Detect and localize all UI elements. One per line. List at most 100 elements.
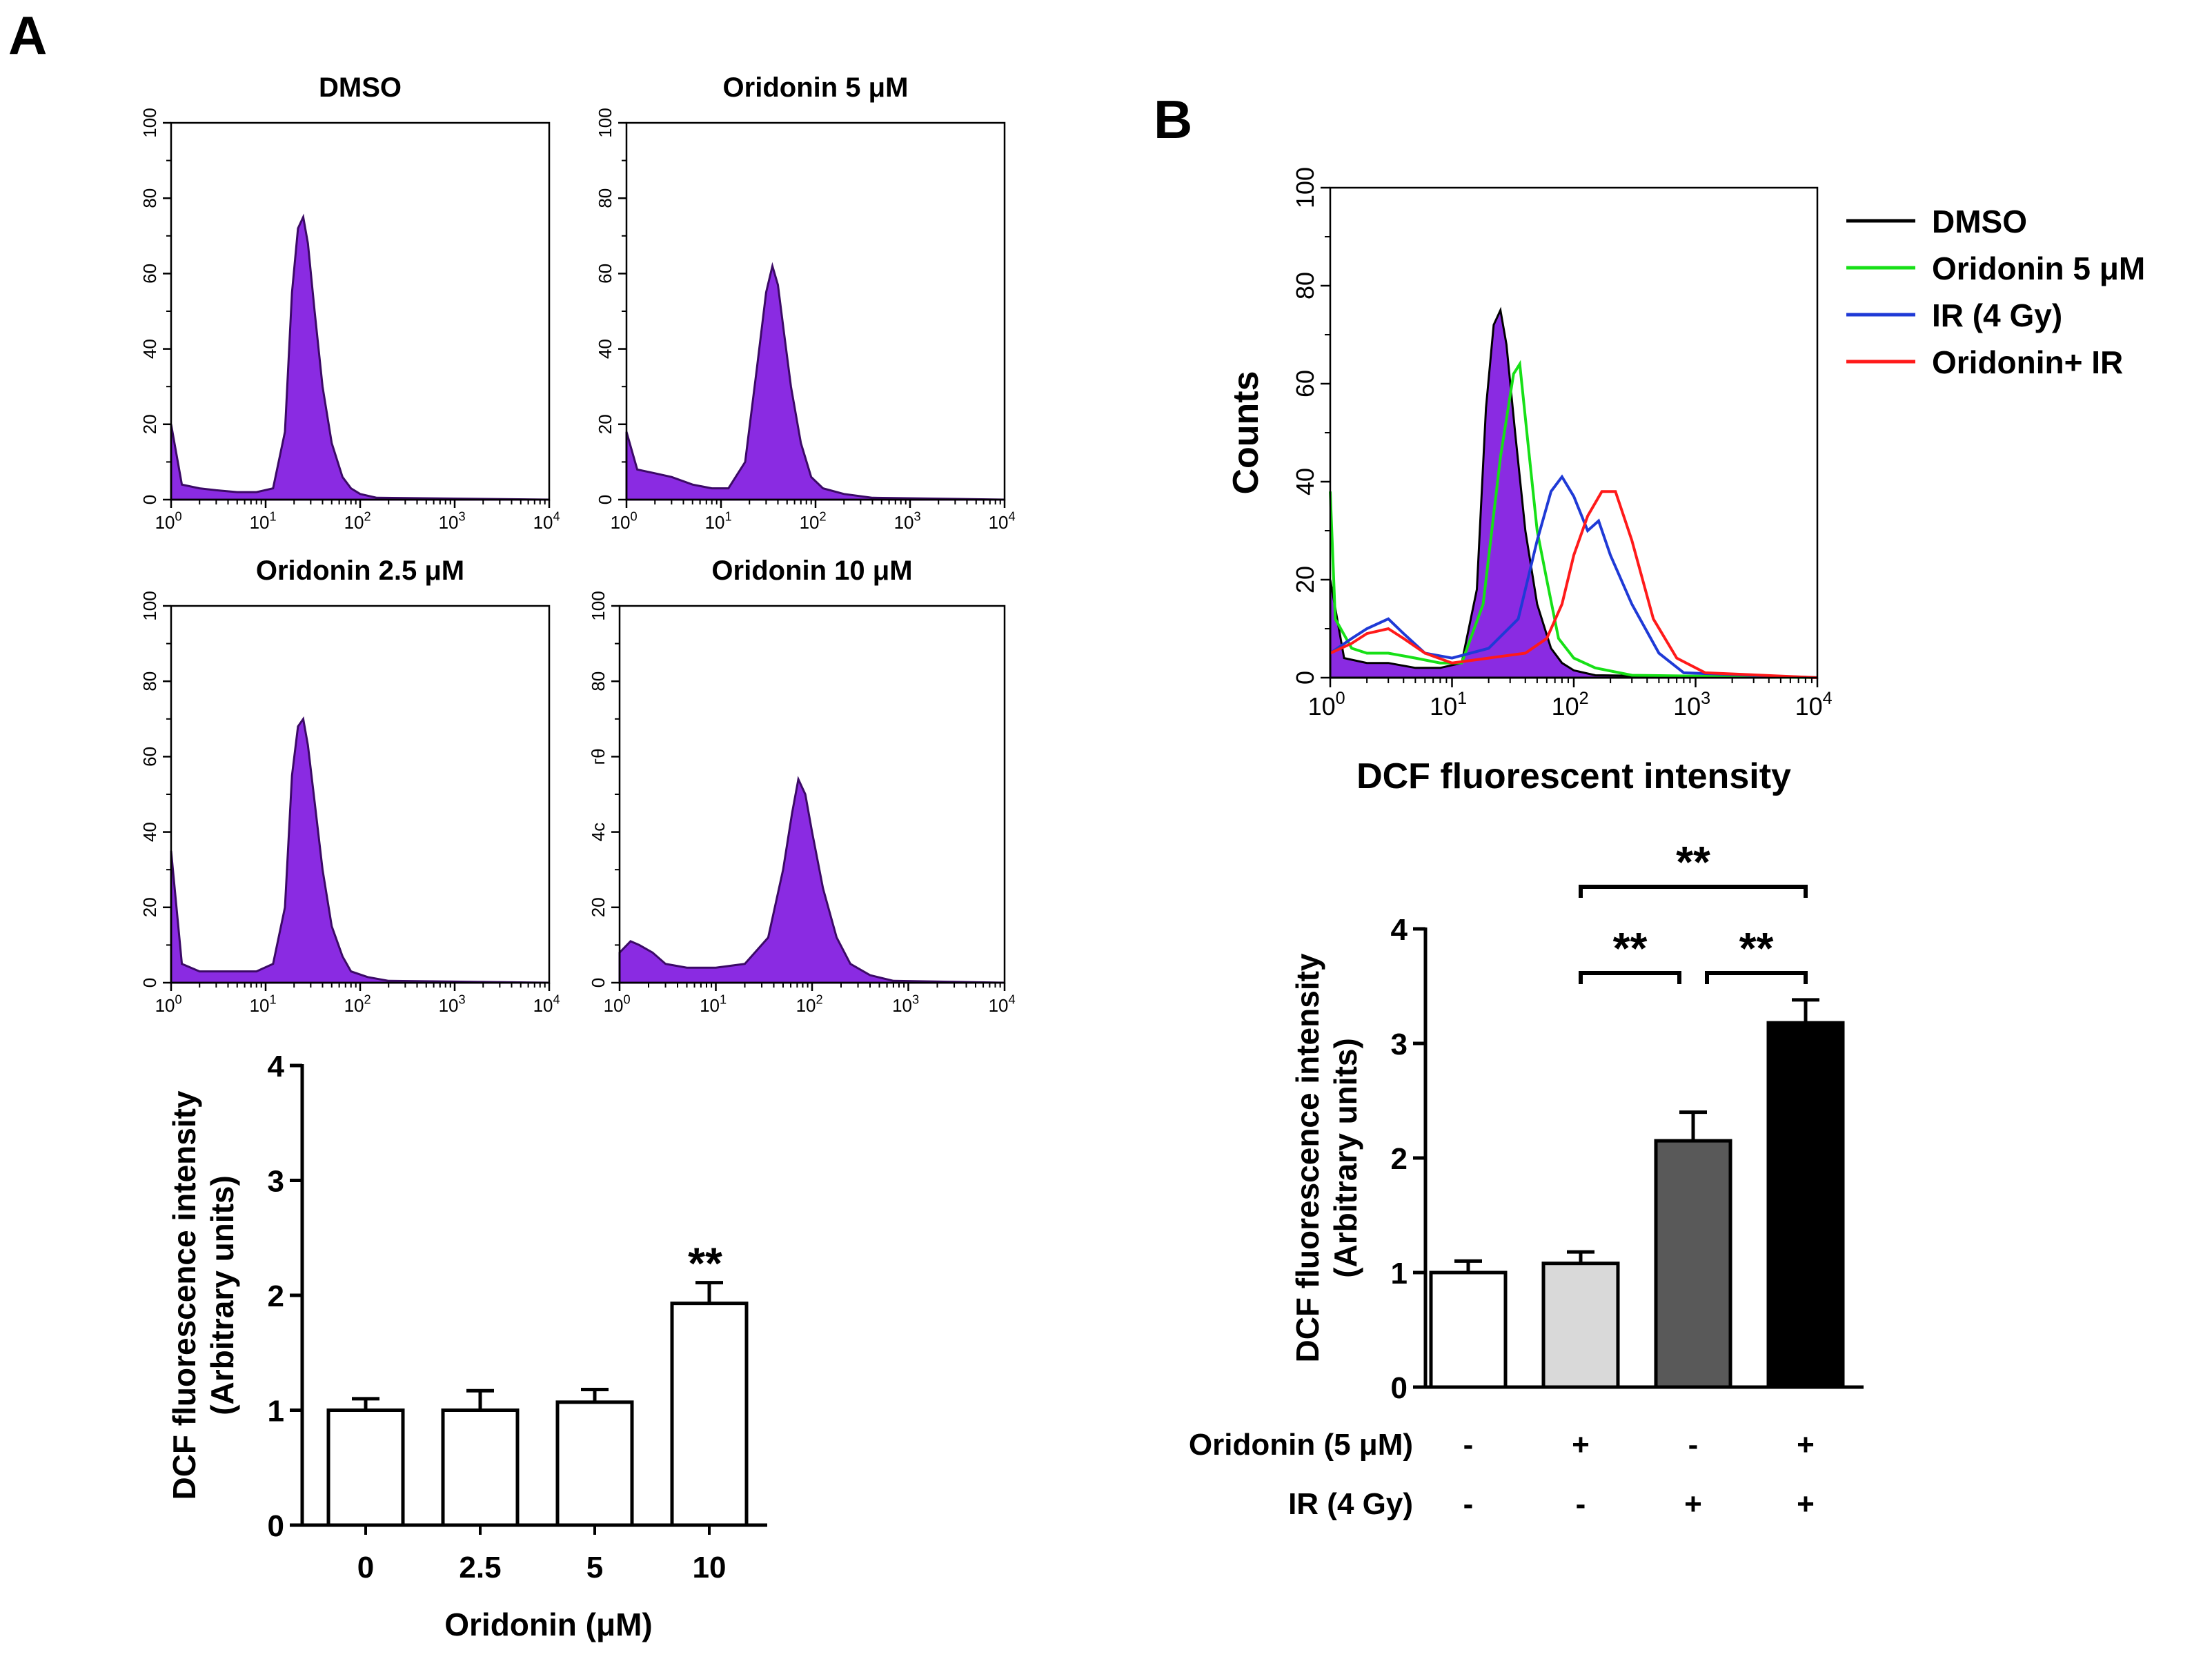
condition-mark: + (1684, 1487, 1702, 1521)
bar-chart-b: 0 1 2 3 4 DCF fluorescence intensity (Arbitrar… (1189, 837, 1864, 1521)
histogram-title: DMSO (319, 72, 402, 103)
bar-chart-a: 0 1 2 3 4 0 2.5 5 10 ** Oridonin (μM) DCF fluoresce… (166, 1050, 767, 1642)
panel-label-b: B (1154, 89, 1192, 150)
x-tick-label: 102 (800, 509, 827, 533)
x-tick-label: 100 (604, 992, 631, 1016)
plot-frame (625, 121, 1006, 501)
histogram-area (170, 213, 550, 501)
x-tick-label: 103 (439, 509, 466, 533)
panel-label-a: A (8, 5, 47, 66)
x-tick-base: 10 (344, 995, 364, 1016)
y-tick-label: 40 (139, 822, 160, 842)
y-tick-label: 100 (595, 108, 615, 137)
plot-frame (1329, 186, 1819, 679)
x-tick-label: 102 (1552, 689, 1589, 720)
y-tick-label: 0 (588, 978, 609, 988)
x-tick-label: 100 (155, 992, 182, 1016)
legend-dmso-label: DMSO (1932, 204, 2027, 239)
series-oridonin-line (1329, 360, 1818, 679)
x-tick-exponent: 1 (269, 992, 276, 1006)
x-tick-base: 10 (1673, 692, 1701, 720)
x-tick-exponent: 3 (914, 509, 920, 523)
y-axis-label: (Arbitrary units) (204, 1175, 240, 1415)
y-tick-label: 20 (595, 414, 615, 434)
x-tick-base: 10 (1552, 692, 1579, 720)
x-tick-exponent: 2 (1579, 689, 1589, 708)
y-tick-label: 20 (139, 897, 160, 917)
condition-row-label: IR (4 Gy) (1288, 1487, 1413, 1521)
x-tick-label: 103 (1673, 689, 1710, 720)
comparison-label: ** (1613, 923, 1648, 973)
x-tick-label: 0 (357, 1551, 374, 1584)
bar (326, 1408, 405, 1527)
bar (1429, 1270, 1508, 1389)
series-ir-line (1329, 474, 1818, 679)
x-axis-label: Oridonin (μM) (444, 1607, 653, 1642)
y-tick-label: 40 (595, 339, 615, 359)
plot-frame (170, 121, 551, 501)
y-tick-label: гθ (588, 748, 609, 765)
comparison-label: ** (1676, 837, 1710, 887)
x-tick-base: 10 (800, 512, 820, 533)
condition-mark: + (1797, 1428, 1815, 1462)
x-tick-label: 103 (439, 992, 466, 1016)
x-tick-base: 10 (533, 512, 553, 533)
histogram-area (170, 716, 550, 984)
histogram-title: Oridonin 5 μM (723, 72, 909, 103)
y-tick-label: 0 (1291, 671, 1319, 685)
x-tick-exponent: 3 (458, 992, 465, 1006)
comparison-bracket (1705, 971, 1808, 984)
x-tick-exponent: 4 (1008, 992, 1015, 1006)
x-tick-exponent: 4 (1008, 509, 1015, 523)
x-axis-label: DCF fluorescent intensity (1356, 756, 1791, 796)
x-tick-exponent: 2 (364, 992, 371, 1006)
y-tick-label: 1 (268, 1395, 284, 1429)
x-tick-label: 101 (250, 992, 277, 1016)
x-tick-label: 101 (705, 509, 732, 533)
bar (555, 1400, 634, 1527)
y-tick-label: 60 (139, 747, 160, 767)
x-tick-base: 10 (439, 995, 459, 1016)
x-tick-label: 103 (894, 509, 921, 533)
y-axis-label: DCF fluorescence intensity (166, 1090, 202, 1500)
comparison-bracket (1579, 885, 1808, 898)
y-axis-label: DCF fluorescence intensity (1290, 953, 1325, 1362)
x-tick-label: 102 (344, 509, 371, 533)
y-tick-label: 100 (1291, 167, 1319, 208)
x-tick-label: 103 (892, 992, 919, 1016)
bar (1541, 1262, 1620, 1389)
y-tick-label: 3 (1391, 1028, 1408, 1061)
x-tick-exponent: 0 (1336, 689, 1345, 708)
y-axis-label: (Arbitrary units) (1327, 1038, 1363, 1278)
y-tick-label: 100 (139, 108, 160, 137)
x-tick-base: 10 (611, 512, 631, 533)
x-tick-exponent: 3 (1701, 689, 1710, 708)
y-tick-label: 20 (1291, 566, 1319, 593)
y-tick-label: 0 (1391, 1371, 1408, 1405)
x-tick-label: 104 (989, 509, 1016, 533)
y-tick-label: 20 (139, 414, 160, 434)
x-tick-label: 10 (693, 1551, 727, 1584)
x-tick-exponent: 4 (553, 992, 560, 1006)
y-tick-label: 0 (268, 1509, 284, 1543)
x-tick-label: 104 (989, 992, 1016, 1016)
series-oridonin-ir-line (1330, 490, 1818, 679)
x-tick-label: 104 (533, 509, 560, 533)
x-tick-exponent: 0 (630, 509, 637, 523)
comparison-label: ** (1739, 923, 1774, 973)
y-tick-label: 80 (139, 188, 160, 208)
y-tick-label: 4 (1391, 913, 1408, 947)
x-tick-base: 10 (250, 512, 270, 533)
condition-mark: + (1572, 1428, 1590, 1462)
x-tick-label: 100 (1308, 689, 1345, 720)
y-tick-label: 0 (595, 495, 615, 504)
y-tick-label: 20 (588, 897, 609, 917)
legend-b: DMSO Oridonin 5 μM IR (4 Gy) Oridonin+ IR (1846, 204, 2145, 380)
x-tick-exponent: 1 (720, 992, 727, 1006)
y-tick-label: 1 (1391, 1257, 1408, 1290)
y-axis-label: Counts (1226, 371, 1266, 494)
